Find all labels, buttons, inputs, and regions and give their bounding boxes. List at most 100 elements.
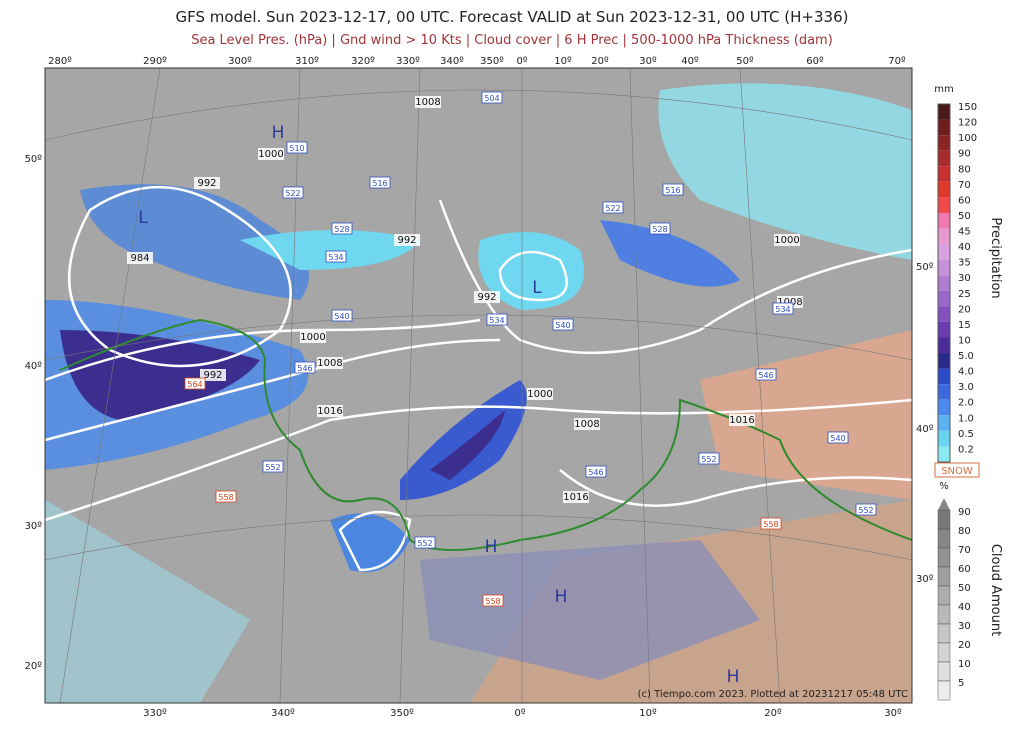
thickness-label-bg [662,183,684,196]
thickness-label-bg [602,201,624,214]
lon-label: 20º [764,708,782,719]
thickness-label: 534 [489,316,504,325]
precip-swatch [938,104,950,120]
precip-swatch [938,150,950,167]
thickness-label-bg [369,176,391,189]
pressure-label-bg [200,369,226,381]
cloud-level: 5 [958,678,964,689]
lon-label: 290º [143,56,167,67]
lat-label: 30º [25,521,43,532]
lon-label: 30º [639,56,657,67]
lon-label: 310º [295,56,319,67]
lon-label: 330º [143,708,167,719]
thickness-label-bg [282,186,304,199]
thickness-label-bg [760,517,782,530]
thickness-label: 510 [289,144,304,153]
precip-swatch [938,228,950,245]
precip-level: 70 [958,180,971,191]
lon-label: 350º [390,708,414,719]
precip-swatch [938,119,950,136]
lon-label: 70º [888,56,906,67]
precip-swatch [938,212,950,229]
cloud-level: 80 [958,526,971,537]
cloud-level: 60 [958,564,971,575]
thickness-label: 528 [334,225,349,234]
pressure-label: 992 [477,292,496,303]
thickness-label-bg [331,222,353,235]
cloud-swatch [937,680,951,701]
pressure-label: 1016 [563,492,588,503]
pressure-label-bg [127,252,153,264]
thickness-label: 558 [485,597,500,606]
precip-level: 0.2 [958,444,974,455]
precip-level: 30 [958,273,971,284]
lon-label: 350º [480,56,504,67]
lat-label: 50º [25,154,43,165]
precip-level: 150 [958,102,977,113]
lon-label: 280º [48,56,72,67]
pressure-label-bg [474,291,500,303]
precip-swatch [938,446,950,462]
pressure-label: 1000 [774,235,799,246]
thickness-label-bg [294,361,316,374]
precip-level: 25 [958,289,971,300]
precip-level: 120 [958,118,977,129]
pressure-center: H [485,537,498,557]
thickness-label-bg [552,318,574,331]
precip-level: 4.0 [958,367,974,378]
precip-title: Precipitation [988,217,1003,298]
thickness-label: 516 [665,186,680,195]
precip-swatch [938,244,950,260]
cloud-level: 90 [958,507,971,518]
pressure-center: L [532,278,542,298]
lon-label: 10º [639,708,657,719]
precip-swatch [938,384,950,400]
precip-level: 90 [958,149,971,160]
thickness-label: 528 [652,225,667,234]
pressure-center: H [727,667,740,687]
thickness-label: 522 [605,204,620,213]
lat-label: 20º [25,661,43,672]
thickness-label: 564 [187,380,202,389]
pressure-label: 1008 [415,97,440,108]
precip-swatch [938,337,950,354]
lat-label: 40º [916,424,934,435]
lat-label: 40º [25,361,43,372]
snow-label: SNOW [941,466,973,477]
thickness-label: 546 [297,364,312,373]
lon-label: 60º [806,56,824,67]
lon-label: 330º [396,56,420,67]
precip-level: 45 [958,227,971,238]
cloud-swatch [937,585,951,606]
thickness-label-bg [649,222,671,235]
precip-level: 15 [958,320,971,331]
thickness-label-bg [698,452,720,465]
precip-level: 3.0 [958,382,974,393]
cloud-title: Cloud Amount [988,544,1003,636]
pressure-label: 1008 [777,297,802,308]
pressure-label-bg [258,148,284,160]
thickness-label: 546 [758,371,773,380]
subtitle: Sea Level Pres. (hPa) | Gnd wind > 10 Kt… [191,33,833,48]
cloud-swatch [937,642,951,663]
cloud-arrow [938,498,950,510]
lon-label: 40º [681,56,699,67]
pressure-center: L [138,208,148,228]
pressure-center: H [555,587,568,607]
precip-level: 50 [958,211,971,222]
lon-label: 50º [736,56,754,67]
cloud-level: 70 [958,545,971,556]
thickness-label: 552 [417,539,432,548]
pressure-label-bg [317,357,343,369]
thickness-label-bg [481,91,503,104]
precip-swatch [938,306,950,322]
precip-level: 2.0 [958,398,974,409]
thickness-label-bg [184,377,206,390]
thickness-label: 504 [484,94,499,103]
precip-level: 10 [958,335,971,346]
precip-level: 80 [958,164,971,175]
precip-level: 100 [958,133,977,144]
cloud-swatch [937,547,951,568]
precip-level: 35 [958,258,971,269]
thickness-label-bg [827,431,849,444]
